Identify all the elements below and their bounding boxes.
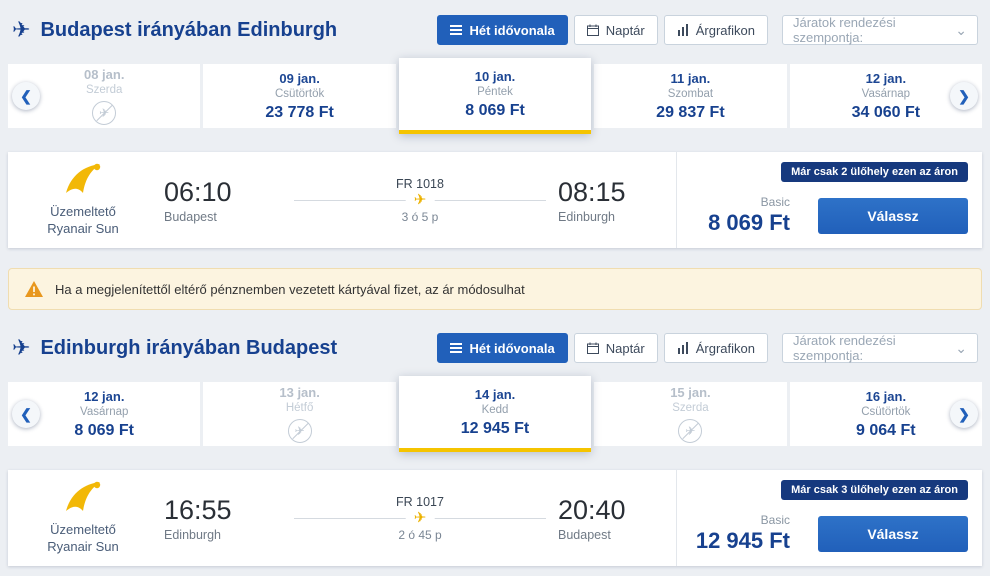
purchase-block: Már csak 3 ülőhely ezen az áron Basic 12… <box>677 470 982 566</box>
calendar-icon <box>586 342 599 354</box>
select-button[interactable]: Válassz <box>818 515 968 552</box>
calendar-button[interactable]: Naptár <box>573 333 658 363</box>
divider <box>676 470 677 566</box>
chevron-down-icon <box>955 341 967 356</box>
calendar-icon <box>586 24 599 36</box>
outbound-flight-card: Üzemeltető Ryanair Sun 06:10 Budapest FR… <box>8 152 982 248</box>
seats-left-badge: Már csak 2 ülőhely ezen az áron <box>781 162 968 182</box>
date-cell: 15 jan. Szerda <box>594 382 787 446</box>
inbound-date-strip: 12 jan. Vasárnap 8 069 Ft 13 jan. Hétfő … <box>8 376 983 452</box>
price-chart-button[interactable]: Árgrafikon <box>663 333 768 363</box>
no-flight-icon <box>678 419 703 443</box>
route-line <box>294 192 546 208</box>
departure-time: 16:55 <box>164 494 232 525</box>
date-cell-selected[interactable]: 14 jan. Kedd 12 945 Ft <box>398 376 592 452</box>
no-flight-icon <box>92 101 117 125</box>
warning-text: Ha a megjelenítettől eltérő pénznemben v… <box>55 281 525 297</box>
warning-icon <box>25 281 43 297</box>
sort-dropdown[interactable]: Járatok rendezési szempontja: <box>782 333 978 363</box>
timeline-icon <box>450 343 463 353</box>
departure-city: Budapest <box>164 209 217 224</box>
inbound-header: Edinburgh irányában Budapest Hét idővona… <box>12 332 978 364</box>
flight-number: FR 1017 <box>396 494 444 509</box>
plane-icon <box>405 510 435 526</box>
route-line <box>294 510 546 526</box>
ryanair-sun-logo <box>62 162 104 201</box>
section-title: Edinburgh irányában Budapest <box>40 336 338 359</box>
currency-warning: Ha a megjelenítettől eltérő pénznemben v… <box>8 268 982 310</box>
next-days-button[interactable] <box>950 400 978 428</box>
chevron-down-icon <box>955 23 967 38</box>
sort-dropdown[interactable]: Járatok rendezési szempontja: <box>782 15 978 45</box>
departure-time: 06:10 <box>164 176 232 207</box>
bar-chart-icon <box>677 342 689 354</box>
price: 12 945 Ft <box>695 528 790 553</box>
duration: 3 ó 5 p <box>401 209 439 224</box>
outbound-date-strip: 08 jan. Szerda 09 jan. Csütörtök 23 778 … <box>8 58 983 134</box>
divider <box>676 152 677 248</box>
date-cell: 08 jan. Szerda <box>8 64 201 128</box>
prev-days-button[interactable] <box>12 400 40 428</box>
arrival-block: 20:40 Budapest <box>558 495 676 542</box>
ryanair-sun-logo <box>62 480 104 519</box>
operator-block: Üzemeltető Ryanair Sun <box>8 480 158 556</box>
prev-days-button[interactable] <box>12 82 40 110</box>
section-title: Budapest irányában Edinburgh <box>40 18 338 41</box>
date-cell[interactable]: 09 jan. Csütörtök 23 778 Ft <box>203 64 396 128</box>
view-toolbar: Hét idővonala Naptár Árgrafikon Járatok … <box>437 333 978 363</box>
route-block: FR 1018 3 ó 5 p <box>294 177 546 224</box>
date-cell: 13 jan. Hétfő <box>203 382 396 446</box>
departure-block: 06:10 Budapest <box>164 177 282 224</box>
seats-left-badge: Már csak 3 ülőhely ezen az áron <box>781 480 968 500</box>
timeline-icon <box>450 25 463 35</box>
operator-block: Üzemeltető Ryanair Sun <box>8 162 158 238</box>
bar-chart-icon <box>677 24 689 36</box>
date-cell[interactable]: 11 jan. Szombat 29 837 Ft <box>594 64 787 128</box>
arrival-city: Edinburgh <box>558 209 615 224</box>
inbound-section: Edinburgh irányában Budapest Hét idővona… <box>8 332 983 566</box>
outbound-header: Budapest irányában Edinburgh Hét idővona… <box>12 14 978 46</box>
arrival-city: Budapest <box>558 527 611 542</box>
departure-city: Edinburgh <box>164 527 221 542</box>
price: 8 069 Ft <box>708 210 790 235</box>
route-block: FR 1017 2 ó 45 p <box>294 495 546 542</box>
view-toolbar: Hét idővonala Naptár Árgrafikon Járatok … <box>437 15 978 45</box>
price-chart-button[interactable]: Árgrafikon <box>663 15 768 45</box>
flight-icon <box>12 337 30 359</box>
inbound-flight-card: Üzemeltető Ryanair Sun 16:55 Edinburgh F… <box>8 470 982 566</box>
arrival-block: 08:15 Edinburgh <box>558 177 676 224</box>
arrival-time: 08:15 <box>558 176 626 207</box>
fare-name: Basic <box>760 195 790 209</box>
flight-icon <box>12 19 30 41</box>
date-cell[interactable]: 12 jan. Vasárnap 8 069 Ft <box>8 382 201 446</box>
arrival-time: 20:40 <box>558 494 626 525</box>
duration: 2 ó 45 p <box>398 527 442 542</box>
week-timeline-button[interactable]: Hét idővonala <box>437 333 568 363</box>
select-button[interactable]: Válassz <box>818 197 968 234</box>
plane-icon <box>405 192 435 208</box>
flight-number: FR 1018 <box>396 176 444 191</box>
calendar-button[interactable]: Naptár <box>573 15 658 45</box>
date-cell-selected[interactable]: 10 jan. Péntek 8 069 Ft <box>398 58 592 134</box>
next-days-button[interactable] <box>950 82 978 110</box>
outbound-section: Budapest irányában Edinburgh Hét idővona… <box>8 14 983 248</box>
purchase-block: Már csak 2 ülőhely ezen az áron Basic 8 … <box>677 152 982 248</box>
no-flight-icon <box>287 419 312 443</box>
departure-block: 16:55 Edinburgh <box>164 495 282 542</box>
week-timeline-button[interactable]: Hét idővonala <box>437 15 568 45</box>
fare-name: Basic <box>760 513 790 527</box>
